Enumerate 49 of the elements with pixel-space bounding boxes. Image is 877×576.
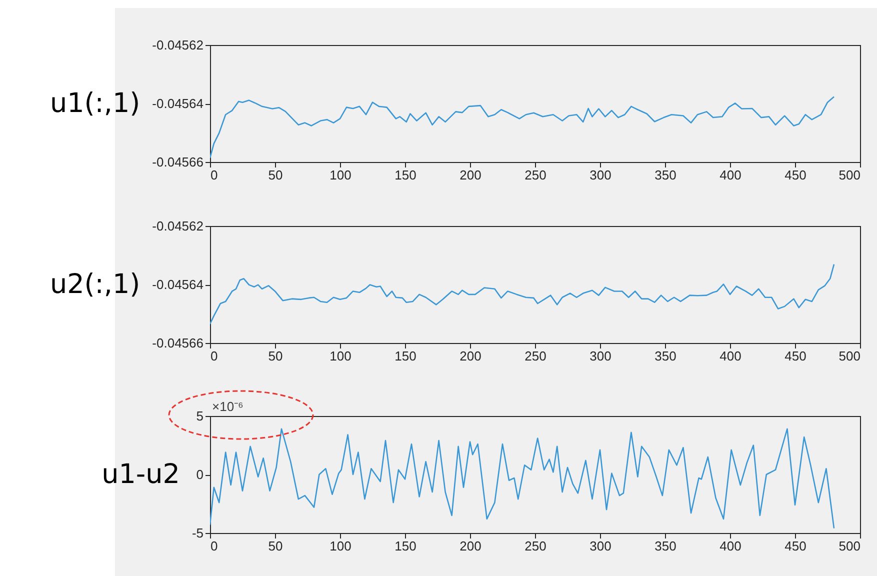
y-tick-label: 0 [196,467,204,482]
x-tick-label: 150 [394,538,416,554]
x-tick-label: 500 [838,168,860,182]
y-tick-label: -0.04566 [152,336,204,350]
x-tick-label: 250 [524,348,546,364]
x-tick-label: 50 [268,538,283,554]
x-tick-label: 400 [720,538,742,554]
x-tick-label: 300 [590,168,612,182]
y-tick-label: 5 [196,408,204,424]
y-tick-label: -5 [192,526,204,540]
x-tick-label: 50 [268,168,283,182]
x-tick-label: 50 [268,348,283,364]
x-tick-label: 400 [720,168,742,182]
y-tick-label: -0.04564 [152,277,204,292]
x-tick-label: 300 [590,538,612,554]
line-series [210,264,835,325]
x-tick-label: 250 [524,538,546,554]
x-tick-label: 500 [838,538,860,554]
x-tick-label: 450 [784,348,806,364]
x-tick-label: 400 [720,348,742,364]
x-tick-label: 250 [524,168,546,182]
x-tick-label: 100 [330,168,352,182]
y-axis-title: u1-u2 [102,459,180,490]
x-tick-label: 150 [394,348,416,364]
y-tick-label: -0.04562 [152,38,204,52]
x-tick-label: 100 [330,538,352,554]
line-series [210,428,835,529]
text: ×10⁻⁶ [212,399,244,414]
line-series [210,96,835,159]
x-tick-label: 350 [654,168,676,182]
x-tick-label: 0 [210,348,218,364]
x-tick-label: 450 [784,538,806,554]
x-tick-label: 450 [784,168,806,182]
y-tick-label: -0.04566 [152,154,204,170]
x-tick-label: 200 [460,538,482,554]
x-tick-label: 200 [460,348,482,364]
x-tick-label: 300 [590,348,612,364]
x-tick-label: 0 [210,168,218,182]
y-axis-title: u2(:,1) [50,269,140,300]
x-tick-label: 350 [654,538,676,554]
x-tick-label: 500 [838,348,860,364]
y-axis-title: u1(:,1) [50,88,140,119]
x-tick-label: 100 [330,348,352,364]
x-tick-label: 150 [394,168,416,182]
x-tick-label: 200 [460,168,482,182]
x-tick-label: 0 [210,538,218,554]
x-tick-label: 350 [654,348,676,364]
y-tick-label: -0.04562 [152,218,204,234]
y-tick-label: -0.04564 [152,96,204,111]
